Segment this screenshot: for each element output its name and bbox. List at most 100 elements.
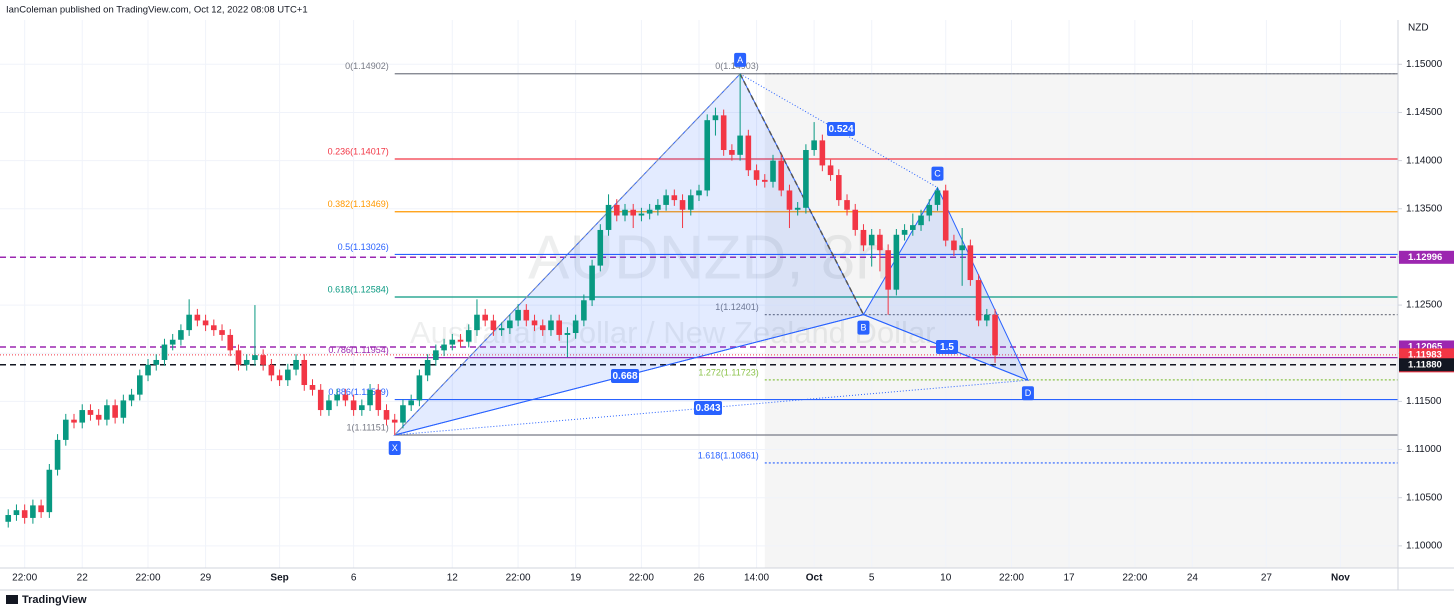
candle-body <box>852 209 859 230</box>
ratio-text: 1.5 <box>940 342 954 353</box>
candle-body <box>819 140 826 166</box>
candle-body <box>5 515 12 522</box>
candle-body <box>523 309 530 321</box>
candle-body <box>383 410 390 420</box>
candle-body <box>449 339 456 345</box>
candle-body <box>38 505 44 513</box>
pattern-point-label: D <box>1025 388 1032 398</box>
candle-body <box>564 333 571 335</box>
trend-line <box>394 73 741 436</box>
candle-body <box>498 328 505 331</box>
pattern-point-label: A <box>737 55 743 65</box>
pattern-point-box <box>931 166 944 181</box>
candle-body <box>375 389 382 411</box>
candle-body <box>120 400 127 418</box>
candle-body <box>21 510 28 518</box>
y-tick-label: 1.12500 <box>1406 300 1443 311</box>
fib-label: 0.5(1.13026) <box>338 242 389 252</box>
x-tick-label: 12 <box>447 573 459 584</box>
pattern-ratio-line <box>739 73 938 189</box>
fib-label: 0.886(1.11519) <box>328 387 388 397</box>
candle-body <box>474 314 480 331</box>
candle-body <box>87 410 94 415</box>
candle-body <box>465 330 472 342</box>
candle-body <box>893 234 900 290</box>
candle-body <box>613 204 620 216</box>
candle-body <box>30 505 36 518</box>
candle-body <box>178 330 184 340</box>
candle-body <box>367 389 373 406</box>
x-tick-label: 22:00 <box>629 573 654 584</box>
header-text: IanColeman published on TradingView.com,… <box>6 5 308 16</box>
x-tick-label: 27 <box>1261 573 1273 584</box>
candle-body <box>646 209 653 214</box>
x-tick-label: 29 <box>200 573 212 584</box>
candle-body <box>285 369 291 381</box>
candle-body <box>128 394 135 401</box>
fib-label: 0.786(1.11954) <box>328 345 388 355</box>
candle-body <box>836 175 842 201</box>
candle-body <box>671 195 678 201</box>
candle-body <box>326 400 332 411</box>
candle-body <box>638 213 645 216</box>
candle-body <box>441 344 447 351</box>
y-tick-label: 1.14000 <box>1406 155 1443 166</box>
candle-body <box>778 160 785 191</box>
candle-body <box>655 204 661 210</box>
candle-body <box>235 350 242 365</box>
watermark-description: Australian Dollar / New Zealand Dollar <box>410 315 936 350</box>
candle-body <box>268 364 275 376</box>
pattern-point-box <box>1021 386 1034 401</box>
candle-body <box>630 209 637 216</box>
candle-body <box>967 245 974 281</box>
candle-body <box>194 314 201 321</box>
fib-label: 1(1.12401) <box>715 302 759 312</box>
y-tick-label: 1.13500 <box>1406 203 1443 214</box>
candle-body <box>391 419 398 423</box>
candle-body <box>416 375 423 401</box>
candle-body <box>910 225 916 230</box>
candle-body <box>885 250 891 290</box>
candle-body <box>720 115 727 151</box>
pattern-point-box <box>388 440 401 455</box>
fib-label: 0(1.14902) <box>345 61 389 71</box>
candle-body <box>359 405 365 411</box>
candle-body <box>942 190 949 241</box>
candle-body <box>95 414 102 420</box>
candle-body <box>844 200 850 210</box>
x-tick-label: Oct <box>806 573 823 584</box>
candle-body <box>729 150 735 155</box>
candle-body <box>301 359 308 386</box>
candle-body <box>811 140 817 151</box>
pattern-ratio-line <box>394 379 1028 436</box>
candle-body <box>745 135 752 171</box>
fib-label: 0.236(1.14017) <box>328 146 389 156</box>
x-tick-label: Sep <box>270 573 288 584</box>
candle-body <box>959 245 965 251</box>
x-tick-label: 22:00 <box>506 573 531 584</box>
x-tick-label: 26 <box>693 573 705 584</box>
candle-body <box>984 314 990 321</box>
candle-body <box>901 229 908 235</box>
currency-label: NZD <box>1408 23 1429 34</box>
candle-body <box>539 325 546 331</box>
candle-body <box>137 375 143 395</box>
candle-body <box>605 204 612 230</box>
x-tick-label: 19 <box>570 573 582 584</box>
candle-body <box>515 309 521 321</box>
candle-body <box>696 190 702 196</box>
candle-body <box>424 359 431 376</box>
candle-body <box>252 355 258 360</box>
candle-body <box>457 339 464 342</box>
price-label: 1.11880 <box>1408 359 1442 370</box>
price-label-box <box>1399 358 1454 372</box>
candle-body <box>597 229 604 266</box>
x-tick-label: 22:00 <box>1122 573 1147 584</box>
candle-body <box>490 320 497 331</box>
x-tick-label: 10 <box>940 573 952 584</box>
candle-body <box>531 320 538 326</box>
candle-body <box>276 375 283 381</box>
candle-body <box>54 439 61 470</box>
candle-body <box>161 344 168 360</box>
